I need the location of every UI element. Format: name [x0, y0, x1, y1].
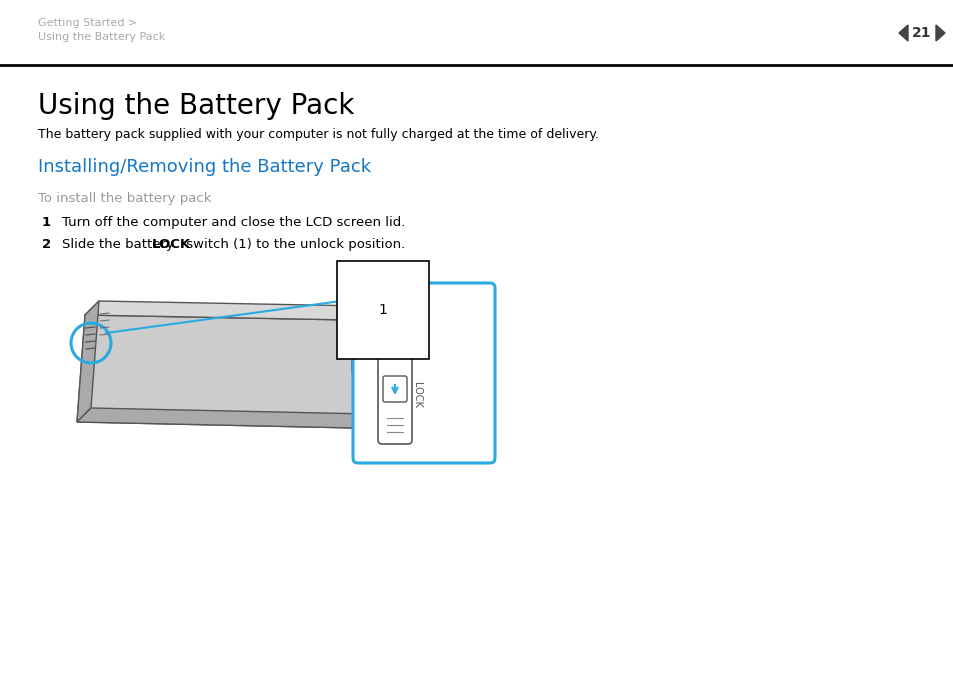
- Text: switch (1) to the unlock position.: switch (1) to the unlock position.: [182, 238, 405, 251]
- Text: 1: 1: [378, 303, 387, 317]
- Text: Slide the battery: Slide the battery: [62, 238, 178, 251]
- Polygon shape: [935, 25, 944, 41]
- Text: 1: 1: [42, 216, 51, 229]
- Text: Installing/Removing the Battery Pack: Installing/Removing the Battery Pack: [38, 158, 371, 176]
- Polygon shape: [85, 301, 364, 320]
- Text: Getting Started >: Getting Started >: [38, 18, 137, 28]
- Polygon shape: [77, 315, 355, 428]
- Text: 21: 21: [911, 26, 931, 40]
- Text: Using the Battery Pack: Using the Battery Pack: [38, 32, 165, 42]
- FancyBboxPatch shape: [382, 376, 407, 402]
- Polygon shape: [350, 306, 369, 428]
- Text: LOCK: LOCK: [412, 382, 421, 408]
- Polygon shape: [898, 25, 907, 41]
- Polygon shape: [77, 301, 99, 422]
- Text: Using the Battery Pack: Using the Battery Pack: [38, 92, 354, 120]
- FancyBboxPatch shape: [353, 283, 495, 463]
- Text: LOCK: LOCK: [152, 238, 191, 251]
- Text: The battery pack supplied with your computer is not fully charged at the time of: The battery pack supplied with your comp…: [38, 128, 598, 141]
- Text: To install the battery pack: To install the battery pack: [38, 192, 212, 205]
- Text: 2: 2: [42, 238, 51, 251]
- Text: Turn off the computer and close the LCD screen lid.: Turn off the computer and close the LCD …: [62, 216, 405, 229]
- FancyBboxPatch shape: [377, 346, 412, 444]
- Polygon shape: [77, 408, 369, 428]
